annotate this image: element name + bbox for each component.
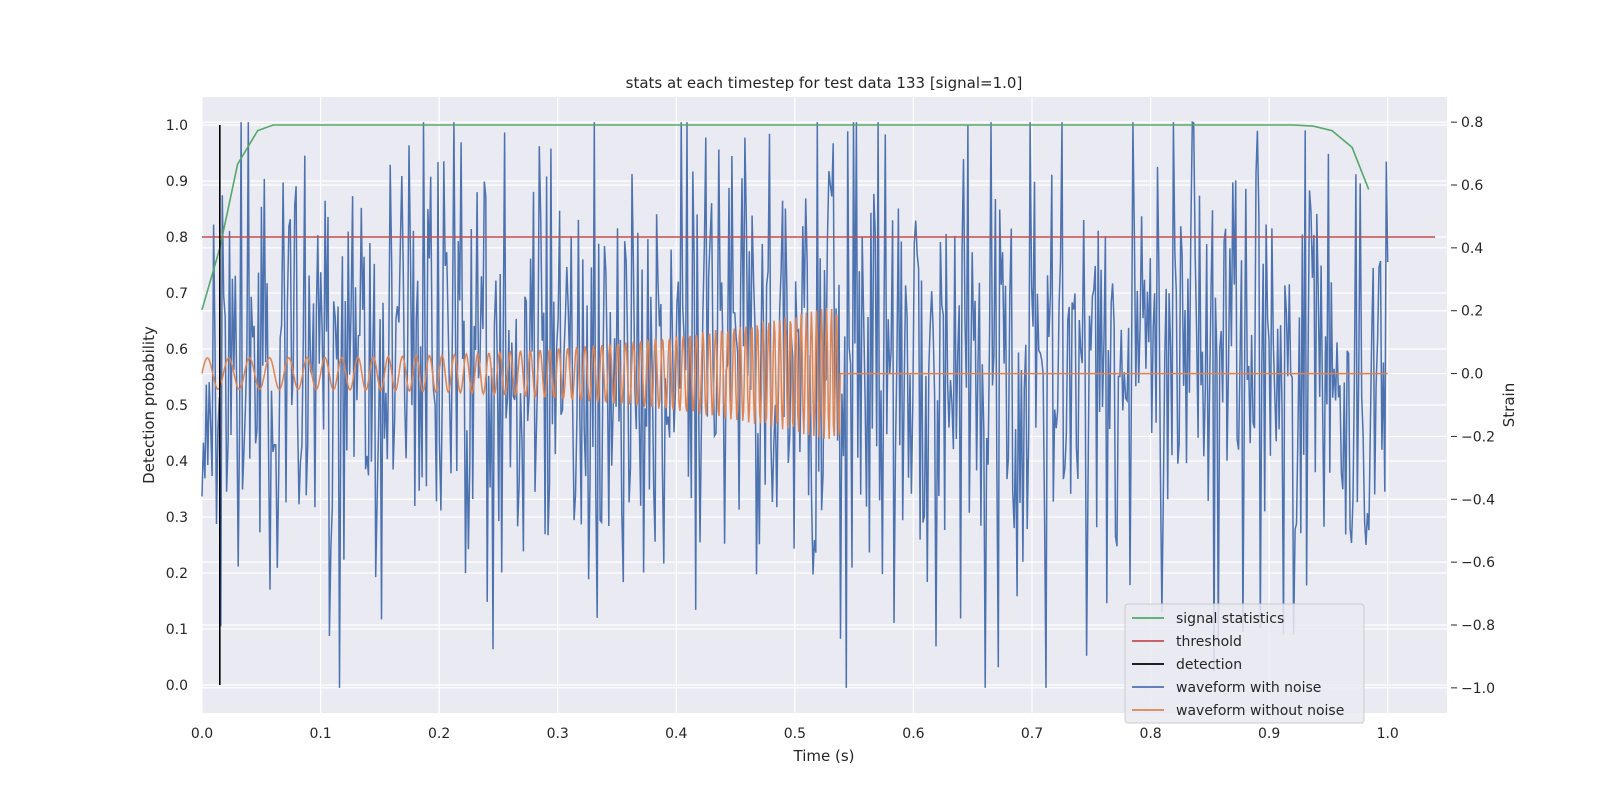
right-y-tick-label: 0.0 <box>1461 367 1483 383</box>
y-tick-label: 0.9 <box>166 174 188 190</box>
y-tick-label: 1.0 <box>166 118 188 134</box>
x-tick-label: 0.3 <box>547 726 569 742</box>
series-line-waveform-without-noise <box>201 307 1388 440</box>
y-tick-label: 0.3 <box>166 510 188 526</box>
legend-label: waveform without noise <box>1176 703 1344 719</box>
x-tick-label: 0.2 <box>428 726 450 742</box>
y-tick-label: 0.8 <box>166 230 188 246</box>
y-tick-label: 0.2 <box>166 566 188 582</box>
legend-label: signal statistics <box>1176 611 1284 627</box>
legend-label: detection <box>1176 657 1242 673</box>
y-tick-label: 0.5 <box>166 398 188 414</box>
legend-label: waveform with noise <box>1176 680 1321 696</box>
right-y-tick-label: −1.0 <box>1461 681 1495 697</box>
right-y-tick-label: −0.8 <box>1461 618 1495 634</box>
x-tick-labels: 0.0 0.1 0.2 0.3 0.4 0.5 0.6 0.7 0.8 0.9 1.0 <box>191 726 1399 742</box>
right-y-tick-label: 0.8 <box>1461 115 1483 131</box>
x-tick-label: 0.4 <box>665 726 687 742</box>
x-tick-label: 0.0 <box>191 726 213 742</box>
legend-items: signal statistics threshold detection wavef… <box>1132 611 1344 719</box>
y-tick-label: 0.0 <box>166 678 188 694</box>
y-tick-label: 0.4 <box>166 454 188 470</box>
x-tick-label: 0.7 <box>1021 726 1043 742</box>
legend-label: threshold <box>1176 634 1242 650</box>
series-layer <box>201 120 1436 688</box>
chart-title: stats at each timestep for test data 133… <box>626 74 1023 92</box>
legend: signal statistics threshold detection wavef… <box>1124 603 1365 724</box>
right-y-tick-label: −0.2 <box>1461 429 1495 445</box>
right-y-axis-label: Strain <box>1500 383 1518 427</box>
y-axis-label: Detection probability <box>140 326 158 484</box>
x-tick-label: 0.1 <box>309 726 331 742</box>
right-y-tick-label: 0.6 <box>1461 178 1483 194</box>
right-y-tick-label: −0.4 <box>1461 492 1495 508</box>
x-tick-label: 0.9 <box>1258 726 1280 742</box>
right-y-tick-label: 0.4 <box>1461 241 1483 257</box>
right-y-tick-label: −0.6 <box>1461 555 1495 571</box>
legend-box <box>1124 603 1365 724</box>
x-tick-label: 0.8 <box>1139 726 1161 742</box>
x-tick-label: 1.0 <box>1377 726 1399 742</box>
x-tick-label: 0.5 <box>784 726 806 742</box>
x-tick-label: 0.6 <box>902 726 924 742</box>
y-tick-label: 0.7 <box>166 286 188 302</box>
series-line-signal-statistics <box>201 124 1370 311</box>
y-tick-label: 0.1 <box>166 622 188 638</box>
y-tick-labels: 0.0 0.1 0.2 0.3 0.4 0.5 0.6 0.7 0.8 0.9 1.0 <box>166 118 188 694</box>
series-line-waveform-with-noise <box>201 120 1389 688</box>
right-y-tick-labels: −1.0 −0.8 −0.6 −0.4 −0.2 0.0 0.2 0.4 0.6 0.8 <box>1451 115 1495 697</box>
y-tick-label: 0.6 <box>166 342 188 358</box>
right-y-tick-label: 0.2 <box>1461 304 1483 320</box>
x-axis-label: Time (s) <box>793 747 855 765</box>
